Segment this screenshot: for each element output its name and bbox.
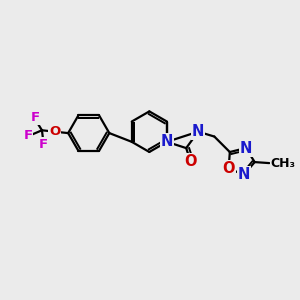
Text: F: F xyxy=(23,129,32,142)
Text: N: N xyxy=(238,167,250,182)
Text: F: F xyxy=(39,138,48,151)
Text: N: N xyxy=(161,134,173,149)
Text: F: F xyxy=(30,111,40,124)
Text: CH₃: CH₃ xyxy=(270,157,296,169)
Text: N: N xyxy=(161,134,173,149)
Text: O: O xyxy=(184,154,197,169)
Text: N: N xyxy=(192,124,204,139)
Text: N: N xyxy=(240,140,252,155)
Text: O: O xyxy=(49,124,60,138)
Text: O: O xyxy=(222,161,235,176)
